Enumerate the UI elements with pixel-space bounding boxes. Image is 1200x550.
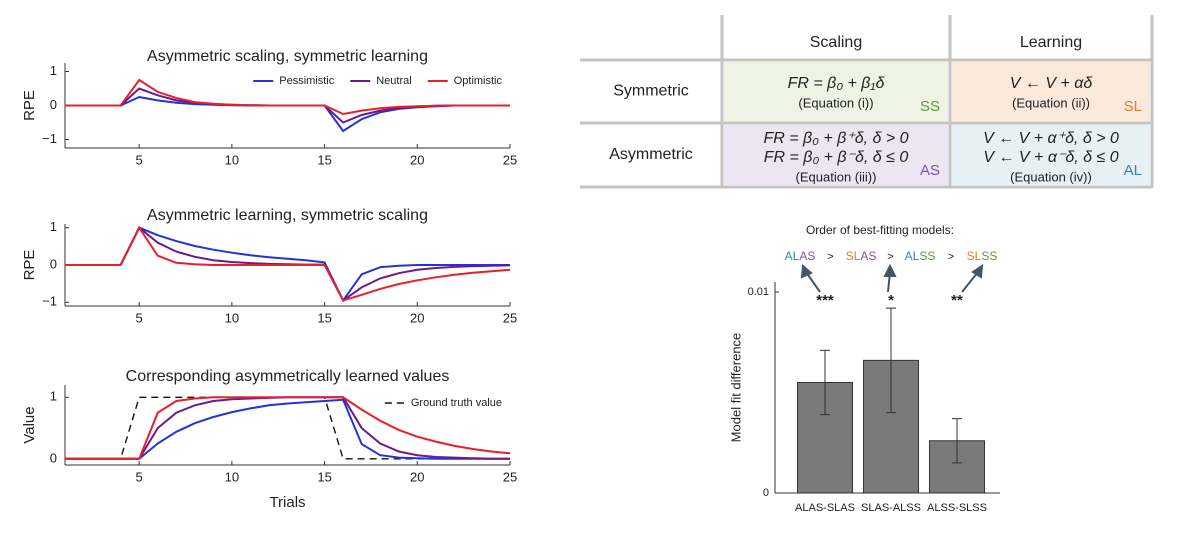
table-cell [724, 125, 948, 185]
y-tick-label: 0 [50, 450, 57, 465]
y-tick-label: 0 [763, 487, 769, 499]
x-tick-label: 25 [503, 310, 517, 325]
equation: FR = β₀ + β⁺δ, δ > 0 [763, 130, 908, 147]
model-tag: SS [920, 98, 940, 115]
y-tick-label: 0 [50, 256, 57, 271]
equation-note: (Equation (ii)) [1012, 95, 1090, 110]
significance: ** [951, 292, 963, 309]
arrows [800, 263, 984, 293]
x-tick-label: 20 [410, 152, 424, 167]
table-cell [952, 62, 1150, 121]
y-tick-label: 1 [50, 219, 57, 234]
model-tag: AS [920, 162, 940, 179]
equation-note: (Equation (iv)) [1010, 169, 1092, 184]
equation: V ← V + α⁺δ, δ > 0 [983, 130, 1119, 147]
x-tick-label: 15 [317, 469, 331, 484]
x-tick-label: ALAS-SLAS [795, 502, 855, 514]
row-label: Asymmetric [609, 146, 693, 163]
y-axis-label: RPE [21, 90, 38, 121]
legend-label: Pessimistic [279, 75, 335, 87]
x-tick-label: 15 [317, 310, 331, 325]
x-tick-label: 10 [225, 310, 239, 325]
y-tick-label: 0 [50, 97, 57, 112]
model-code: AL [905, 249, 920, 263]
chart-title: Order of best-fitting models: [806, 223, 954, 237]
order-separator: > [887, 251, 893, 263]
x-tick-label: 20 [410, 469, 424, 484]
model-tag: SL [1124, 98, 1142, 115]
model-code: SL [846, 249, 861, 263]
row-label: Symmetric [613, 83, 689, 100]
x-tick-label: 20 [410, 310, 424, 325]
line-series [65, 95, 510, 133]
x-axis-label: Trials [269, 494, 305, 511]
equation: FR = β₀ + β₁δ [788, 75, 886, 92]
model-order-item: SLAS [846, 249, 877, 263]
x-tick-label: SLAS-ALSS [861, 502, 921, 514]
x-tick-label: 15 [317, 152, 331, 167]
bar [863, 359, 919, 494]
column-header: Learning [1020, 34, 1082, 51]
y-tick-label: −1 [42, 131, 57, 146]
x-tick-label: 10 [225, 152, 239, 167]
equation: V ← V + α⁻δ, δ ≤ 0 [983, 149, 1118, 166]
y-tick-label: −1 [42, 294, 57, 309]
x-tick-label: 5 [136, 310, 143, 325]
legend: Pessimistic Neutral Optimistic [253, 75, 502, 87]
table-cell [952, 125, 1150, 185]
line-series [65, 396, 511, 460]
equation-note: (Equation (iii)) [796, 169, 877, 184]
arrow [805, 271, 821, 293]
x-tick-label: 10 [225, 469, 239, 484]
chart-title: Asymmetric learning, symmetric scaling [147, 207, 428, 224]
y-axis-label: Model fit difference [728, 333, 743, 443]
chart-title: Corresponding asymmetrically learned val… [126, 368, 450, 385]
x-tick-label: ALSS-SLSS [927, 502, 987, 514]
model-code: AS [860, 249, 876, 263]
y-axis-label: Value [21, 406, 38, 443]
line-series [65, 225, 511, 302]
chart-title: Asymmetric scaling, symmetric learning [147, 48, 428, 65]
arrow-head [971, 264, 984, 279]
equation-note: (Equation (i)) [798, 95, 873, 110]
x-tick-label: 5 [136, 152, 143, 167]
equation: FR = β₀ + β⁻δ, δ ≤ 0 [764, 149, 909, 166]
model-code: SL [967, 249, 982, 263]
model-order-item: ALSS [905, 249, 936, 263]
model-order-item: ALAS [785, 249, 816, 263]
model-code: AL [785, 249, 800, 263]
legend-label: Neutral [376, 75, 411, 87]
model-code: SS [981, 249, 997, 263]
order-separator: > [827, 251, 833, 263]
model-order-item: SLSS [967, 249, 998, 263]
model-code: SS [919, 249, 935, 263]
arrow [961, 271, 979, 293]
legend-label: Optimistic [454, 75, 503, 87]
y-tick-label: 0.01 [748, 286, 769, 298]
y-axis-label: RPE [21, 250, 38, 281]
x-tick-label: 5 [136, 469, 143, 484]
y-tick-label: 1 [50, 389, 57, 404]
x-tick-label: 25 [503, 469, 517, 484]
y-tick-label: 1 [50, 63, 57, 78]
table-cell [724, 62, 948, 121]
order-separator: > [948, 251, 954, 263]
x-tick-label: 25 [503, 152, 517, 167]
arrow-head [883, 263, 897, 277]
model-tag: AL [1124, 162, 1142, 179]
arrow-head [800, 263, 813, 279]
equation: V ← V + αδ [1010, 75, 1094, 92]
legend-label: Ground truth value [411, 397, 502, 409]
significance: *** [816, 292, 834, 309]
significance: * [888, 292, 894, 309]
legend: Ground truth value [384, 397, 502, 409]
column-header: Scaling [810, 34, 862, 51]
line-series [65, 78, 510, 116]
model-code: AS [799, 249, 815, 263]
